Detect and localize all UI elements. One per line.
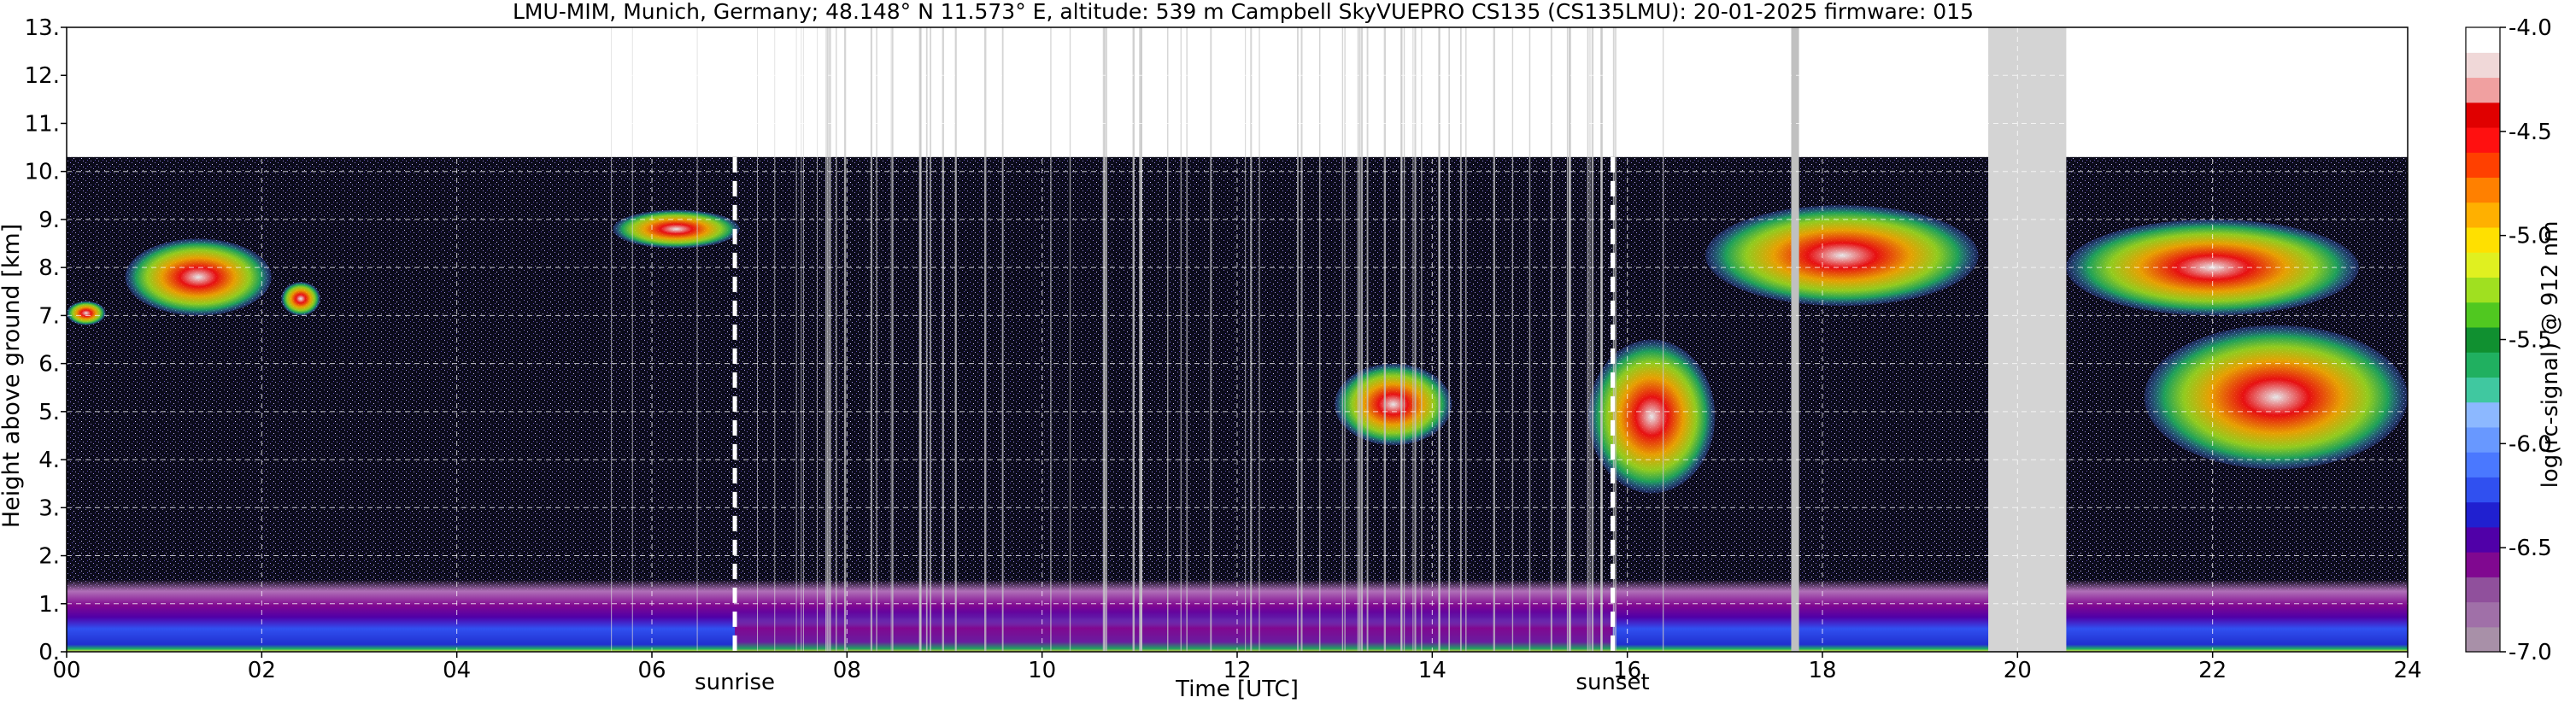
annotation-label: sunrise	[695, 670, 775, 695]
colorbar-segment	[2466, 377, 2500, 403]
colorbar-segment	[2466, 202, 2500, 228]
cloud-feature	[67, 301, 106, 325]
colorbar-tick-label: -6.5	[2509, 536, 2552, 561]
colorbar-segment	[2466, 52, 2500, 79]
x-tick-label: 00	[52, 658, 80, 683]
colorbar-segment	[2466, 401, 2500, 428]
y-tick-label: 4.	[38, 448, 60, 473]
colorbar-tick-label: -4.0	[2509, 15, 2552, 41]
x-tick-label: 06	[637, 658, 666, 683]
y-tick-label: 8.	[38, 255, 60, 281]
annotation-label: sunset	[1576, 670, 1649, 695]
x-tick-label: 14	[1418, 658, 1446, 683]
y-tick-label: 3.	[38, 495, 60, 521]
y-tick-label: 0.	[38, 640, 60, 665]
y-axis-label: Height above ground [km]	[0, 224, 25, 528]
x-tick-label: 04	[443, 658, 471, 683]
y-tick-label: 13.	[25, 15, 60, 41]
colorbar: -4.0 -4.5 -5.0 -5.5 -6.0 -6.5 -7.0	[2465, 15, 2552, 665]
y-tick-label: 12.	[25, 63, 60, 89]
chart-title: LMU-MIM, Munich, Germany; 48.148° N 11.5…	[513, 0, 1974, 24]
colorbar-segment	[2466, 626, 2500, 653]
colorbar-tick-label: -4.5	[2509, 120, 2552, 145]
colorbar-segment	[2466, 126, 2500, 153]
colorbar-label: log(rc-signal) @ 912 nm	[2538, 221, 2563, 489]
x-tick-label: 08	[833, 658, 861, 683]
x-tick-label: 20	[2004, 658, 2032, 683]
y-tick-label: 2.	[38, 544, 60, 570]
colorbar-segment	[2466, 177, 2500, 203]
colorbar-tick-label: -6.0	[2509, 431, 2552, 457]
x-tick-label: 12	[1223, 658, 1251, 683]
colorbar-segment	[2466, 326, 2500, 353]
annotations: sunrise sunset	[695, 156, 1650, 695]
colorbar-segment	[2466, 452, 2500, 478]
colorbar-segment	[2466, 552, 2500, 577]
colorbar-segment	[2466, 601, 2500, 628]
axis-ticks: 00 02 04 06 08 10 12 14 16 18 20 22 24 0. 1. 2. 3. 4. 5. 6.…	[25, 15, 2422, 683]
cloud-feature	[281, 282, 320, 316]
cloud-feature	[1705, 205, 1979, 307]
y-tick-label: 10.	[25, 160, 60, 185]
x-tick-label: 02	[248, 658, 276, 683]
cloud-feature	[125, 238, 272, 316]
y-tick-label: 6.	[38, 352, 60, 378]
colorbar-segment	[2466, 77, 2500, 103]
cloud-feature	[1588, 339, 1716, 494]
colorbar-segment	[2466, 501, 2500, 528]
cloud-feature	[613, 209, 740, 249]
colorbar-segment	[2466, 27, 2500, 53]
x-tick-label: 24	[2393, 658, 2421, 683]
colorbar-segment	[2466, 252, 2500, 278]
colorbar-segment	[2466, 526, 2500, 553]
colorbar-segment	[2466, 302, 2500, 328]
colorbar-segment	[2466, 426, 2500, 453]
y-tick-label: 7.	[38, 303, 60, 329]
y-tick-label: 1.	[38, 592, 60, 618]
colorbar-segment	[2466, 352, 2500, 378]
colorbar-tick-label: -5.0	[2509, 224, 2552, 249]
colorbar-segment	[2466, 277, 2500, 303]
colorbar-segment	[2466, 477, 2500, 503]
cloud-feature	[1335, 363, 1452, 446]
x-tick-label: 10	[1028, 658, 1056, 683]
cloud-feature	[2144, 325, 2408, 470]
y-tick-label: 9.	[38, 208, 60, 233]
x-tick-label: 22	[2198, 658, 2227, 683]
x-tick-label: 16	[1613, 658, 1641, 683]
boundary-layer-daytime	[735, 612, 1613, 652]
x-axis-label: Time [UTC]	[1175, 677, 1299, 702]
y-tick-label: 11.	[25, 111, 60, 137]
colorbar-segment	[2466, 226, 2500, 253]
colorbar-segment	[2466, 102, 2500, 128]
colorbar-segment	[2466, 152, 2500, 179]
colorbar-segment	[2466, 577, 2500, 603]
data-gap-line	[1791, 27, 1799, 652]
colorbar-tick-label: -7.0	[2509, 640, 2552, 665]
missing-data-block	[1988, 27, 2067, 652]
x-tick-label: 18	[1808, 658, 1836, 683]
colorbar-tick-label: -5.5	[2509, 328, 2552, 354]
y-tick-label: 5.	[38, 400, 60, 425]
